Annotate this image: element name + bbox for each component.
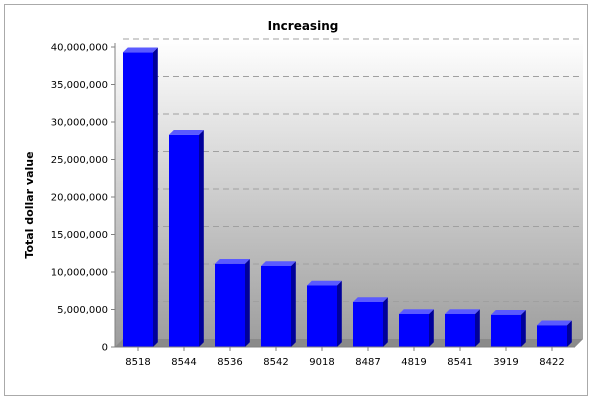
bar-side-8422 [567, 320, 572, 347]
bar-front-8487 [353, 302, 383, 347]
chart-frame: Increasing Total dollar value 0 5,000,000… [4, 4, 588, 396]
x-axis: 8518 8544 8536 8542 9018 8487 4819 8541 3919 8422 [115, 346, 575, 368]
x-tick-label-4819: 4819 [401, 357, 426, 368]
x-tick-label-8542: 8542 [263, 357, 288, 368]
bar-side-8541 [475, 309, 480, 347]
y-tick-label-4: 20,000,000 [51, 193, 108, 204]
x-tick-label-8487: 8487 [355, 357, 380, 368]
x-tick-label-3919: 3919 [493, 357, 518, 368]
bar-8518 [123, 47, 158, 347]
bars [123, 47, 572, 347]
y-tick-label-6: 30,000,000 [51, 118, 108, 129]
bar-9018 [307, 280, 342, 347]
bar-top-8541 [445, 309, 480, 314]
bar-top-8544 [169, 129, 204, 135]
y-tick-label-5: 25,000,000 [51, 155, 108, 166]
bar-3919 [491, 309, 526, 347]
bar-front-9018 [307, 285, 337, 347]
bar-top-8422 [537, 320, 572, 326]
x-tick-label-9018: 9018 [309, 357, 334, 368]
bar-side-8544 [199, 129, 204, 347]
bar-front-8542 [261, 266, 291, 347]
bar-side-3919 [521, 309, 526, 347]
x-tick-label-8536: 8536 [217, 357, 242, 368]
y-axis: 0 5,000,000 10,000,000 15,000,000 20,000,000… [51, 43, 116, 354]
bar-8541 [445, 309, 480, 347]
bar-front-8518 [123, 52, 153, 347]
bar-chart: Increasing Total dollar value 0 5,000,000… [23, 19, 583, 368]
x-tick-label-8544: 8544 [171, 357, 196, 368]
bar-4819 [399, 309, 434, 347]
bar-top-8518 [123, 47, 158, 53]
bar-top-8536 [215, 258, 250, 264]
bar-8487 [353, 297, 388, 347]
bar-side-8536 [245, 258, 250, 347]
bar-8544 [169, 129, 204, 347]
bar-top-3919 [491, 309, 526, 315]
bar-8542 [261, 261, 296, 347]
bar-side-8518 [153, 47, 158, 347]
bar-front-8544 [169, 134, 199, 347]
bar-front-8422 [537, 325, 567, 347]
bar-top-9018 [307, 280, 342, 286]
bar-side-8487 [383, 297, 388, 347]
y-tick-label-3: 15,000,000 [51, 230, 108, 241]
x-tick-label-8518: 8518 [125, 357, 150, 368]
y-tick-label-8: 40,000,000 [51, 43, 108, 54]
x-tick-label-8422: 8422 [539, 357, 564, 368]
bar-front-3919 [491, 314, 521, 347]
y-tick-label-2: 10,000,000 [51, 268, 108, 279]
chart-title: Increasing [268, 19, 339, 33]
x-tick-label-8541: 8541 [447, 357, 472, 368]
bar-8422 [537, 320, 572, 347]
y-axis-label: Total dollar value [23, 151, 36, 258]
y-tick-label-1: 5,000,000 [57, 305, 108, 316]
bar-top-4819 [399, 309, 434, 314]
y-tick-label-7: 35,000,000 [51, 80, 108, 91]
bar-top-8542 [261, 261, 296, 266]
gridlines [123, 38, 583, 302]
bar-8536 [215, 258, 250, 347]
bar-front-4819 [399, 314, 429, 347]
bar-front-8541 [445, 314, 475, 347]
bar-side-8542 [291, 261, 296, 347]
bar-front-8536 [215, 263, 245, 347]
bar-side-4819 [429, 309, 434, 347]
bar-top-8487 [353, 297, 388, 302]
y-tick-label-0: 0 [102, 343, 108, 354]
bar-side-9018 [337, 280, 342, 347]
